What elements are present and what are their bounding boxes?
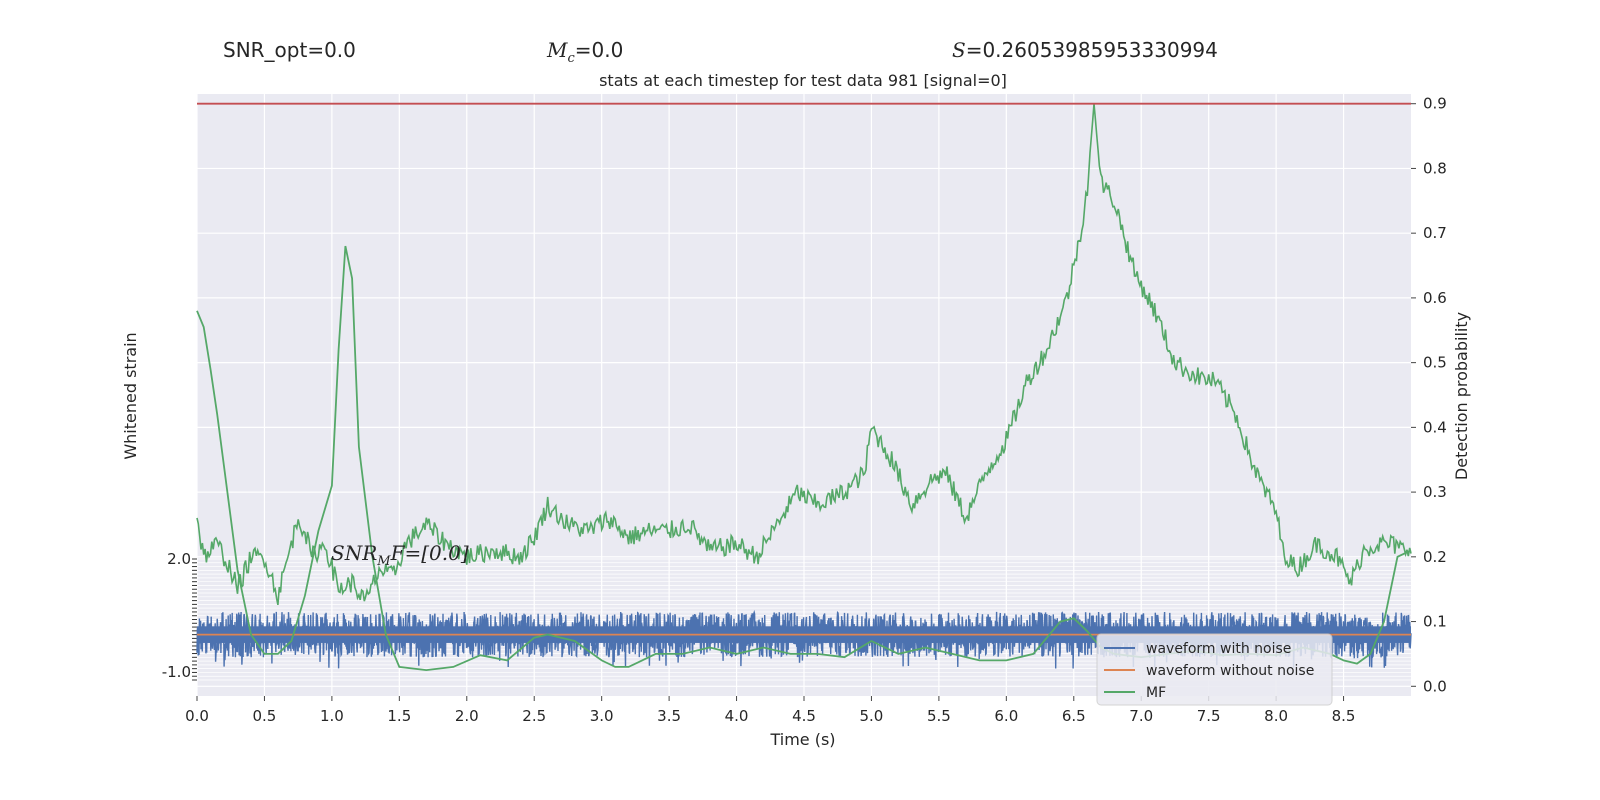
right-tick-label: 0.3 [1423,483,1447,501]
snr-opt-text: SNR_opt=0.0 [223,38,356,62]
x-tick-label: 2.5 [522,707,546,725]
legend-label-clean: waveform without noise [1146,663,1314,679]
right-tick-label: 0.4 [1423,418,1447,436]
x-tick-label: 8.0 [1264,707,1288,725]
chirp-mass-label: Mc=0.0 [547,38,623,66]
x-tick-label: 8.5 [1332,707,1356,725]
chart-title: stats at each timestep for test data 981… [599,71,1007,90]
right-axis-label: Detection probability [1452,312,1471,480]
left-tick-label-top: 2.0 [167,550,191,568]
x-tick-label: 7.0 [1129,707,1153,725]
right-tick-label: 0.8 [1423,159,1447,177]
snr-opt-label: SNR_opt=0.0 [223,38,356,62]
x-tick-label: 4.5 [792,707,816,725]
x-axis-label: Time (s) [769,730,835,749]
x-tick-label: 3.0 [590,707,614,725]
right-axis-ticks: 0.0 0.1 0.2 0.3 0.4 0.5 0.6 0.7 0.8 0.9 [1411,95,1447,695]
mc-value: =0.0 [574,38,624,62]
right-tick-label: 0.7 [1423,224,1447,242]
x-tick-label: 1.0 [320,707,344,725]
legend-label-mf: MF [1146,685,1166,701]
snr-mf-label: SNRMF=[0.0] [331,541,469,569]
legend-label-noise: waveform with noise [1146,641,1291,657]
x-tick-label: 6.5 [1062,707,1086,725]
x-axis-ticks: 0.0 0.5 1.0 1.5 2.0 2.5 3.0 3.5 4.0 4.5 5.0 5.5 6.0 6… [185,696,1355,725]
left-axis-ticks: 2.0 -1.0 [162,550,197,681]
right-tick-label: 0.6 [1423,289,1447,307]
x-tick-label: 6.0 [994,707,1018,725]
series-detection-probability [196,103,1412,606]
s-value: =0.26053985953330994 [965,38,1218,62]
right-tick-label: 0.1 [1423,613,1447,631]
s-symbol: S [952,38,966,62]
x-tick-label: 1.5 [387,707,411,725]
x-tick-label: 7.5 [1197,707,1221,725]
x-tick-label: 0.0 [185,707,209,725]
right-tick-label: 0.5 [1423,354,1447,372]
legend: waveform with noise waveform without noi… [1096,633,1333,706]
legend-box [1096,633,1333,706]
x-tick-label: 5.0 [860,707,884,725]
snr-mf-suffix: F=[0.0] [390,541,469,565]
x-tick-label: 4.0 [725,707,749,725]
x-tick-label: 3.5 [657,707,681,725]
snr-mf-text: SNR [331,541,378,565]
mc-symbol: M [547,38,568,62]
x-tick-label: 5.5 [927,707,951,725]
left-axis-label: Whitened strain [121,332,140,459]
right-tick-label: 0.2 [1423,548,1447,566]
x-tick-label: 0.5 [253,707,277,725]
left-tick-label-bottom: -1.0 [162,663,191,681]
snr-mf-subscript: M [377,554,391,569]
right-tick-label: 0.0 [1423,677,1447,695]
s-statistic-label: S=0.26053985953330994 [952,38,1218,62]
x-tick-label: 2.0 [455,707,479,725]
right-tick-label: 0.9 [1423,95,1447,113]
mc-subscript: c [567,51,575,66]
